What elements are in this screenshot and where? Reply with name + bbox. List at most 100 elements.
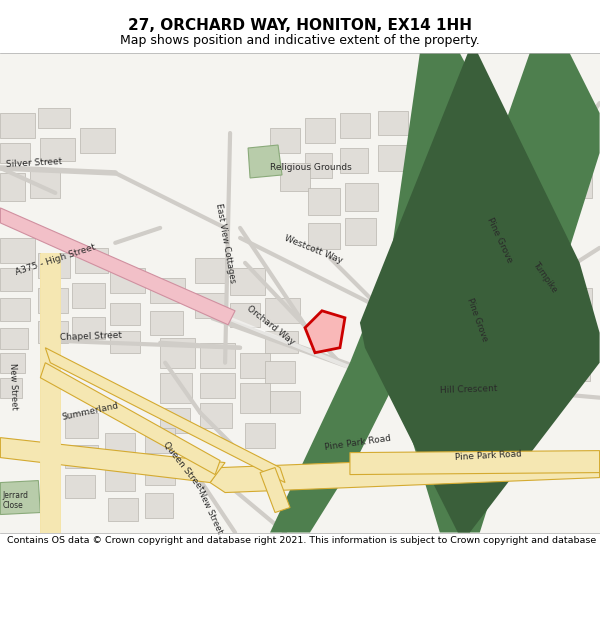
Polygon shape: [150, 278, 185, 302]
Polygon shape: [1, 328, 28, 349]
Text: Religious Grounds: Religious Grounds: [270, 164, 352, 172]
Polygon shape: [560, 135, 592, 163]
Polygon shape: [38, 288, 68, 312]
Polygon shape: [65, 444, 98, 468]
Polygon shape: [160, 408, 190, 432]
Text: Westcott Way: Westcott Way: [283, 234, 344, 265]
Text: Queen Street: Queen Street: [161, 440, 206, 493]
Polygon shape: [80, 128, 115, 153]
Polygon shape: [445, 302, 478, 331]
Polygon shape: [305, 153, 332, 178]
Polygon shape: [105, 468, 135, 491]
Polygon shape: [105, 432, 135, 457]
Polygon shape: [305, 311, 345, 352]
Text: Summerland: Summerland: [61, 401, 120, 422]
Polygon shape: [280, 163, 310, 191]
Polygon shape: [524, 305, 554, 332]
Text: New Street: New Street: [196, 489, 224, 535]
Polygon shape: [270, 128, 300, 153]
Polygon shape: [75, 248, 108, 273]
Polygon shape: [484, 268, 518, 295]
Polygon shape: [560, 355, 590, 381]
Polygon shape: [308, 188, 340, 215]
Polygon shape: [524, 381, 554, 407]
Polygon shape: [265, 331, 298, 352]
Polygon shape: [200, 402, 232, 428]
Text: Orchard Way: Orchard Way: [245, 304, 296, 347]
Text: Hill Crescent: Hill Crescent: [440, 384, 497, 395]
Text: Chapel Street: Chapel Street: [60, 331, 122, 342]
Polygon shape: [31, 171, 61, 198]
Polygon shape: [445, 198, 478, 225]
Polygon shape: [445, 123, 478, 153]
Polygon shape: [345, 183, 378, 211]
Polygon shape: [72, 317, 105, 339]
Polygon shape: [1, 378, 22, 398]
Polygon shape: [270, 391, 300, 412]
Text: Pine Grove: Pine Grove: [485, 216, 515, 264]
Polygon shape: [1, 481, 40, 514]
Polygon shape: [445, 409, 478, 432]
Polygon shape: [1, 352, 25, 372]
Polygon shape: [524, 348, 554, 372]
Polygon shape: [378, 145, 408, 171]
Polygon shape: [445, 161, 478, 191]
Polygon shape: [65, 412, 98, 437]
Polygon shape: [484, 441, 515, 464]
Polygon shape: [46, 348, 285, 482]
Text: Contains OS data © Crown copyright and database right 2021. This information is : Contains OS data © Crown copyright and d…: [7, 536, 600, 544]
Polygon shape: [200, 372, 235, 398]
Polygon shape: [108, 498, 138, 521]
Polygon shape: [340, 148, 368, 173]
Text: Map shows position and indicative extent of the property.: Map shows position and indicative extent…: [120, 34, 480, 47]
Polygon shape: [210, 452, 599, 493]
Polygon shape: [110, 302, 140, 325]
Polygon shape: [38, 253, 70, 278]
Polygon shape: [484, 158, 518, 188]
Polygon shape: [40, 138, 75, 161]
Polygon shape: [38, 108, 70, 128]
Polygon shape: [345, 218, 376, 245]
Text: 27, ORCHARD WAY, HONITON, EX14 1HH: 27, ORCHARD WAY, HONITON, EX14 1HH: [128, 18, 472, 32]
Polygon shape: [1, 143, 31, 163]
Polygon shape: [145, 428, 175, 452]
Polygon shape: [1, 238, 35, 263]
Polygon shape: [248, 145, 282, 178]
Polygon shape: [360, 53, 599, 532]
Text: Pine Park Road: Pine Park Road: [325, 434, 392, 452]
Polygon shape: [484, 408, 515, 432]
Polygon shape: [340, 113, 370, 138]
Polygon shape: [145, 492, 173, 518]
Polygon shape: [230, 302, 260, 327]
Text: New Street: New Street: [8, 362, 19, 409]
Polygon shape: [200, 342, 235, 367]
Polygon shape: [150, 311, 183, 335]
Polygon shape: [1, 298, 31, 321]
Polygon shape: [484, 195, 518, 223]
Polygon shape: [160, 338, 195, 367]
Polygon shape: [260, 468, 290, 512]
Polygon shape: [38, 321, 68, 342]
Polygon shape: [484, 341, 518, 366]
Polygon shape: [484, 372, 518, 398]
Text: Pine Grove: Pine Grove: [466, 296, 490, 343]
Polygon shape: [1, 438, 225, 483]
Polygon shape: [1, 113, 35, 138]
Polygon shape: [1, 268, 32, 291]
Polygon shape: [445, 441, 478, 464]
Polygon shape: [445, 268, 478, 295]
Polygon shape: [195, 258, 225, 283]
Polygon shape: [445, 342, 478, 367]
Polygon shape: [270, 53, 530, 532]
Polygon shape: [484, 302, 518, 331]
Polygon shape: [484, 118, 518, 148]
Polygon shape: [160, 372, 192, 402]
Text: Silver Street: Silver Street: [5, 158, 62, 169]
Polygon shape: [240, 382, 270, 412]
Polygon shape: [305, 118, 335, 143]
Polygon shape: [350, 451, 599, 474]
Polygon shape: [145, 461, 175, 484]
Polygon shape: [1, 208, 235, 325]
Polygon shape: [560, 288, 592, 315]
Polygon shape: [230, 268, 265, 295]
